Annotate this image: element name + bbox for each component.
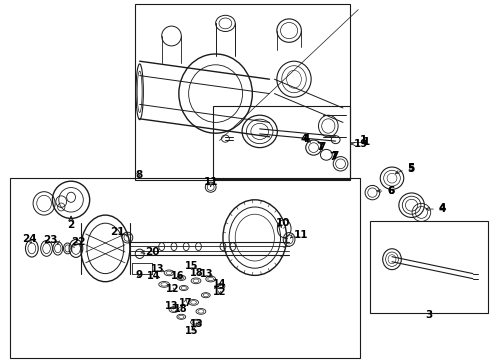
Bar [213,106,350,179]
Text: 17: 17 [178,298,192,309]
Text: 18: 18 [190,268,204,278]
Text: 7: 7 [318,142,326,152]
Text: 11: 11 [294,230,309,240]
Text: 4: 4 [439,203,446,213]
Text: 7: 7 [329,152,337,162]
Text: 14: 14 [147,271,160,282]
Text: 19: 19 [354,139,368,149]
Text: 16: 16 [171,271,185,282]
Text: 12: 12 [213,287,226,297]
Text: 13: 13 [151,264,165,274]
Text: 2: 2 [68,220,74,230]
Text: 7: 7 [316,142,323,152]
Bar [10,178,360,358]
Text: 1: 1 [360,135,368,145]
Text: 5: 5 [407,164,414,174]
Text: 4: 4 [303,134,310,144]
Text: 6: 6 [387,186,394,196]
Text: 5: 5 [408,163,415,174]
Bar [135,4,350,180]
Text: 24: 24 [22,234,37,244]
Text: 13: 13 [165,301,178,311]
Bar [370,221,488,313]
Text: 10: 10 [276,218,291,228]
Text: 20: 20 [145,247,160,257]
Text: 11: 11 [203,177,218,187]
Text: 23: 23 [43,235,58,245]
Text: 12: 12 [166,284,179,294]
Text: 7: 7 [332,151,339,161]
Text: 18: 18 [173,303,187,314]
Text: 21: 21 [110,227,125,237]
Text: 4: 4 [300,134,308,144]
Text: 22: 22 [71,237,86,247]
Text: 1: 1 [363,137,370,147]
Text: 15: 15 [185,326,199,336]
Text: 14: 14 [213,279,226,289]
Text: 3: 3 [425,310,432,320]
Text: 6: 6 [387,186,394,196]
Text: 13: 13 [190,319,204,329]
Text: 4: 4 [439,204,446,214]
Text: 9: 9 [135,270,142,280]
Text: 13: 13 [200,269,214,279]
Text: 15: 15 [185,261,199,271]
Text: 8: 8 [135,170,142,180]
